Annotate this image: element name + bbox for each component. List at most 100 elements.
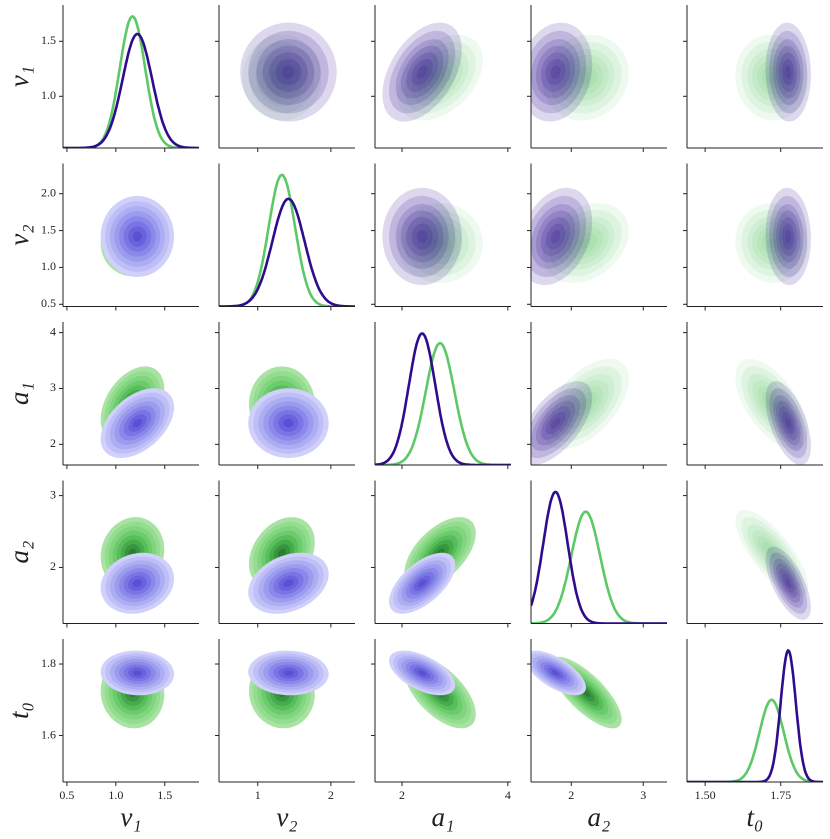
scatter-cloud [411, 49, 469, 107]
density-curve [531, 490, 667, 624]
scatter-cloud [747, 524, 796, 582]
density-curve [375, 332, 511, 465]
scatter-cloud [422, 60, 458, 95]
panel [531, 358, 629, 465]
panel [735, 187, 811, 286]
y-tick-label: 1.5 [41, 33, 56, 47]
y-tick-label: 0.5 [41, 296, 56, 310]
panel [735, 510, 811, 620]
x-tick-label: 1.75 [770, 788, 791, 802]
scatter-cloud [417, 221, 463, 265]
scatter-cloud [757, 227, 787, 259]
scatter-cloud [397, 34, 483, 121]
y-tick-label: 4 [50, 324, 56, 338]
scatter-cloud [549, 209, 622, 277]
density-contour [132, 670, 142, 676]
scatter-cloud [741, 41, 802, 114]
scatter-cloud [762, 392, 782, 417]
panel [100, 195, 175, 277]
scatter-cloud [782, 573, 795, 593]
scatter-cloud [735, 203, 808, 283]
scatter-cloud [395, 204, 449, 269]
y-axis-label: a₁ [4, 382, 34, 405]
x-tick-label: 1 [255, 788, 261, 802]
scatter-cloud [766, 398, 777, 411]
scatter-cloud [531, 381, 593, 465]
scatter-cloud [785, 417, 792, 429]
scatter-cloud [785, 65, 792, 79]
panel [248, 366, 329, 458]
scatter-cloud [779, 52, 798, 92]
x-tick-label: 1.50 [695, 788, 716, 802]
density-curve [687, 648, 823, 782]
scatter-cloud [773, 395, 804, 451]
scatter-cloud [785, 578, 792, 589]
panel [735, 358, 811, 465]
scatter-cloud [765, 381, 811, 465]
scatter-cloud [776, 563, 801, 603]
scatter-cloud [562, 380, 609, 429]
density-contour [551, 670, 560, 676]
scatter-cloud [428, 66, 452, 89]
scatter-cloud [260, 54, 303, 101]
scatter-cloud [540, 217, 571, 256]
scatter-cloud [735, 34, 808, 121]
density-curve [687, 698, 823, 782]
scatter-cloud [422, 227, 458, 259]
scatter-cloud [531, 204, 580, 269]
scatter-cloud [382, 187, 462, 286]
scatter-cloud [776, 400, 801, 446]
scatter-cloud [562, 221, 609, 265]
scatter-cloud [275, 58, 302, 86]
panel [240, 22, 337, 122]
panel [375, 332, 511, 465]
panel [735, 22, 811, 122]
y-tick-label: 2 [50, 559, 56, 573]
scatter-cloud [752, 380, 791, 429]
y-tick-label: 2.0 [41, 185, 56, 199]
density-contour [132, 579, 142, 588]
scatter-cloud [556, 216, 615, 270]
scatter-cloud [276, 71, 288, 84]
scatter-cloud [757, 60, 787, 95]
x-axis-label: a₁ [432, 802, 455, 832]
panel [389, 650, 476, 729]
x-axis-label: a₂ [588, 802, 611, 832]
panel [382, 22, 483, 122]
scatter-cloud [271, 66, 293, 89]
density-curve [219, 197, 355, 307]
density-contour [283, 670, 294, 676]
scatter-cloud [531, 195, 586, 277]
scatter-cloud [382, 22, 462, 122]
panel [531, 187, 629, 286]
scatter-cloud [550, 230, 561, 243]
scatter-cloud [531, 39, 580, 106]
scatter-cloud [762, 232, 782, 254]
scatter-cloud [404, 209, 476, 277]
scatter-cloud [574, 392, 598, 417]
y-tick-label: 1.6 [41, 727, 56, 741]
scatter-cloud [773, 204, 804, 269]
scatter-cloud [389, 30, 456, 114]
scatter-cloud [769, 552, 808, 614]
scatter-cloud [568, 60, 603, 95]
scatter-cloud [540, 52, 571, 92]
scatter-cloud [579, 398, 592, 411]
scatter-cloud [411, 58, 433, 86]
scatter-cloud [779, 217, 798, 256]
scatter-cloud [762, 541, 782, 565]
x-tick-label: 4 [505, 788, 511, 802]
scatter-cloud [747, 374, 796, 435]
scatter-cloud [416, 65, 428, 79]
scatter-cloud [769, 388, 808, 458]
scatter-cloud [395, 39, 449, 106]
y-tick-label: 3 [50, 487, 56, 501]
scatter-cloud [240, 22, 337, 122]
scatter-cloud [542, 358, 629, 450]
scatter-cloud [400, 45, 444, 99]
scatter-cloud [535, 400, 575, 446]
scatter-cloud [540, 406, 571, 440]
scatter-cloud [411, 216, 469, 270]
scatter-cloud [574, 232, 598, 254]
scatter-cloud [531, 187, 593, 286]
